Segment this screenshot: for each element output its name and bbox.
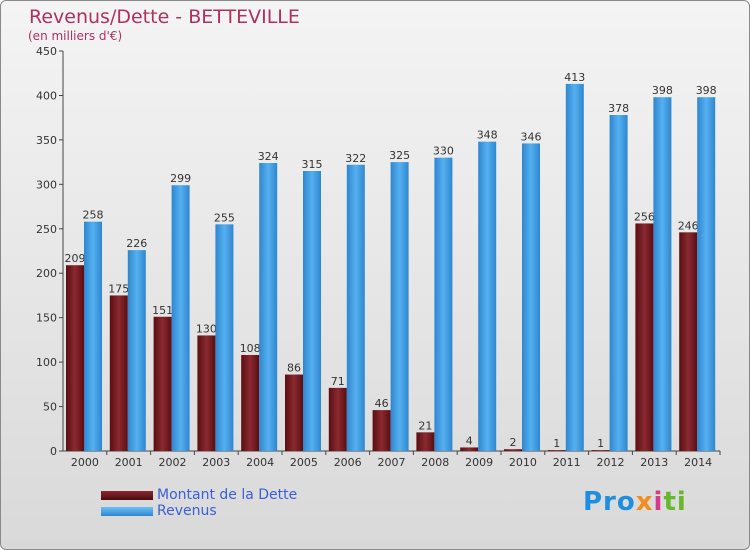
data-label-revenue-2000: 258 — [83, 209, 104, 222]
bar-revenue-2006 — [346, 164, 365, 451]
bar-debt-2011 — [547, 450, 566, 451]
x-tick-label: 2010 — [509, 456, 537, 469]
y-tick-label: 300 — [36, 178, 57, 191]
data-label-debt-2003: 130 — [196, 322, 217, 335]
x-tick-label: 2012 — [597, 456, 625, 469]
bar-debt-2000 — [66, 265, 84, 451]
bar-revenue-2008 — [434, 157, 453, 451]
data-label-revenue-2004: 324 — [258, 150, 279, 163]
data-label-debt-2004: 108 — [240, 342, 261, 355]
bar-revenue-2004 — [259, 163, 278, 451]
bar-revenue-2014 — [697, 97, 716, 451]
bar-debt-2002 — [153, 316, 172, 451]
y-tick-label: 150 — [36, 312, 57, 325]
chart-title: Revenus/Dette - BETTEVILLE — [29, 6, 300, 28]
data-label-debt-2000: 209 — [65, 252, 86, 265]
data-label-revenue-2014: 398 — [696, 84, 717, 97]
bar-debt-2012 — [591, 450, 610, 451]
data-label-debt-2001: 175 — [108, 282, 129, 295]
x-tick-label: 2005 — [290, 456, 318, 469]
legend-label-debt: Montant de la Dette — [157, 487, 298, 503]
bar-debt-2008 — [416, 432, 435, 451]
x-tick-label: 2004 — [246, 456, 274, 469]
bar-debt-2001 — [109, 295, 128, 451]
data-label-debt-2010: 2 — [510, 436, 517, 449]
bar-revenue-2000 — [84, 221, 102, 451]
plot-area: 0 50 100 150 200 250 300 350 400 450 2000 209 258 200… — [36, 45, 721, 469]
data-label-revenue-2012: 378 — [608, 102, 629, 115]
y-tick-label: 450 — [36, 45, 57, 58]
y-tick-label: 100 — [36, 356, 57, 369]
data-label-debt-2007: 46 — [375, 397, 389, 410]
data-label-debt-2002: 151 — [152, 304, 173, 317]
x-tick-label: 2000 — [71, 456, 99, 469]
data-label-revenue-2007: 325 — [389, 149, 410, 162]
bar-debt-2010 — [504, 449, 522, 451]
bar-debt-2014 — [679, 232, 698, 451]
legend-swatch-revenue — [101, 507, 153, 516]
proxiti-logo: Proxiti — [583, 487, 687, 517]
data-label-revenue-2008: 330 — [433, 145, 454, 158]
bar-debt-2013 — [635, 223, 654, 451]
y-tick-label: 350 — [36, 134, 57, 147]
data-label-revenue-2003: 255 — [214, 211, 235, 224]
bar-revenue-2009 — [478, 141, 497, 451]
data-label-revenue-2009: 348 — [477, 129, 498, 142]
bar-revenue-2005 — [303, 171, 321, 451]
bar-revenue-2001 — [127, 250, 146, 451]
x-tick-label: 2008 — [421, 456, 449, 469]
x-tick-label: 2003 — [202, 456, 230, 469]
data-label-revenue-2002: 299 — [170, 172, 191, 185]
x-tick-label: 2009 — [465, 456, 493, 469]
data-label-revenue-2005: 315 — [302, 158, 323, 171]
y-tick-label: 200 — [36, 267, 57, 280]
x-tick-label: 2001 — [115, 456, 143, 469]
data-label-debt-2006: 71 — [331, 375, 345, 388]
data-label-revenue-2001: 226 — [126, 237, 147, 250]
data-label-revenue-2013: 398 — [652, 84, 673, 97]
bar-revenue-2003 — [215, 224, 234, 451]
x-tick-label: 2007 — [378, 456, 406, 469]
bar-revenue-2007 — [390, 162, 409, 451]
data-label-revenue-2006: 322 — [345, 152, 366, 165]
y-tick-label: 400 — [36, 89, 57, 102]
bar-revenue-2011 — [565, 83, 584, 451]
x-tick-label: 2013 — [640, 456, 668, 469]
data-label-debt-2013: 256 — [634, 210, 655, 223]
x-tick-label: 2011 — [553, 456, 581, 469]
x-tick-label: 2014 — [684, 456, 712, 469]
bar-revenue-2002 — [171, 185, 190, 451]
bar-debt-2007 — [372, 410, 391, 451]
data-label-revenue-2010: 346 — [521, 130, 542, 143]
bar-debt-2003 — [197, 335, 216, 451]
bar-debt-2006 — [328, 387, 347, 451]
bar-debt-2005 — [285, 374, 303, 451]
bar-revenue-2012 — [609, 115, 628, 451]
data-label-debt-2012: 1 — [597, 437, 604, 450]
y-tick-label: 0 — [50, 445, 57, 458]
data-label-debt-2011: 1 — [553, 437, 560, 450]
x-tick-label: 2006 — [334, 456, 362, 469]
legend-label-revenue: Revenus — [157, 503, 217, 519]
data-label-debt-2014: 246 — [678, 219, 699, 232]
y-tick-label: 250 — [36, 223, 57, 236]
data-label-revenue-2011: 413 — [564, 71, 585, 84]
bar-debt-2004 — [241, 355, 260, 451]
bar-debt-2009 — [460, 447, 479, 451]
legend-swatch-debt — [101, 491, 153, 500]
x-tick-label: 2002 — [159, 456, 187, 469]
data-label-debt-2005: 86 — [287, 362, 301, 375]
bar-revenue-2013 — [653, 97, 672, 451]
data-label-debt-2008: 21 — [418, 419, 432, 432]
chart-subtitle: (en milliers d'€) — [28, 29, 123, 43]
y-tick-label: 50 — [43, 401, 57, 414]
bar-revenue-2010 — [522, 143, 540, 451]
data-label-debt-2009: 4 — [466, 434, 473, 447]
